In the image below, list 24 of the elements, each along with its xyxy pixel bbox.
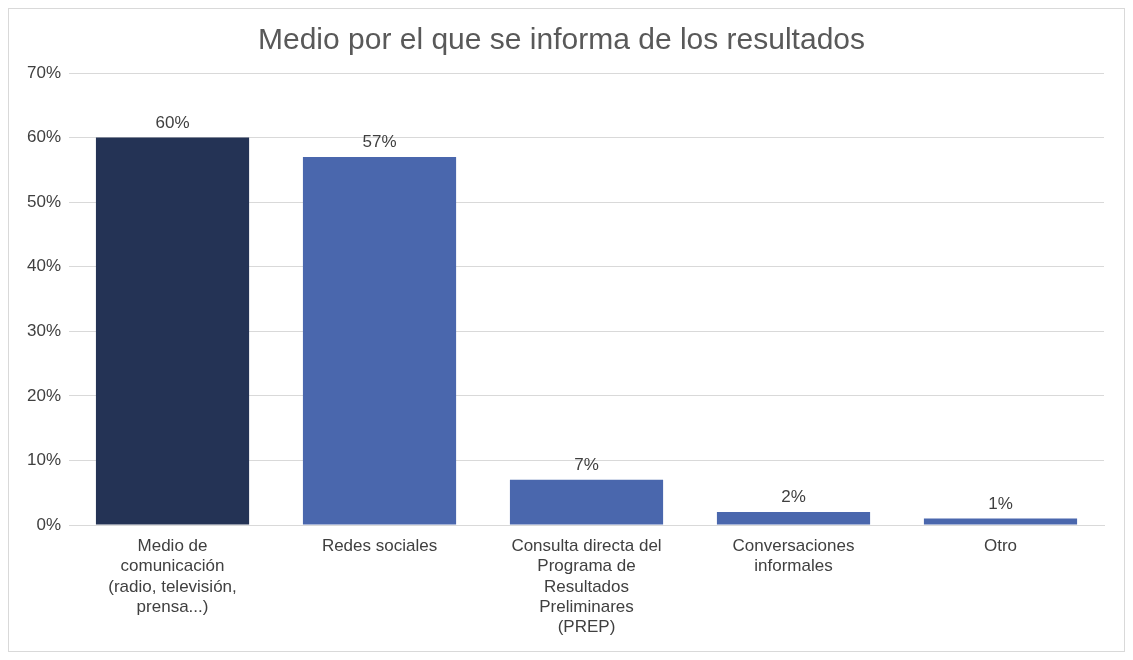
x-tick-label: Consulta directa del Programa de Resultados Preliminares (PREP) [511,535,662,637]
data-label: 57% [362,132,397,152]
bar [95,137,250,525]
y-tick-label: 60% [26,127,62,147]
bar [302,156,457,525]
x-tick-label: Conversaciones informales [732,535,855,576]
y-tick-label: 10% [26,450,62,470]
bar [509,479,664,525]
data-label: 1% [988,493,1013,513]
x-tick-label: Redes sociales [321,535,438,555]
bar [923,518,1078,525]
y-tick-label: 50% [26,191,62,211]
data-label: 7% [574,454,599,474]
data-label: 60% [155,112,190,132]
x-tick-label: Medio de comunicación (radio, televisión, prensa...) [108,535,237,617]
y-tick-label: 20% [26,385,62,405]
y-tick-label: 0% [36,514,62,534]
bar [716,512,871,525]
x-tick-label: Otro [983,535,1018,555]
y-tick-label: 30% [26,320,62,340]
chart-title: Medio por el que se informa de los resultados [257,22,866,56]
y-tick-label: 70% [26,62,62,82]
y-tick-label: 40% [26,256,62,276]
data-label: 2% [781,487,806,507]
